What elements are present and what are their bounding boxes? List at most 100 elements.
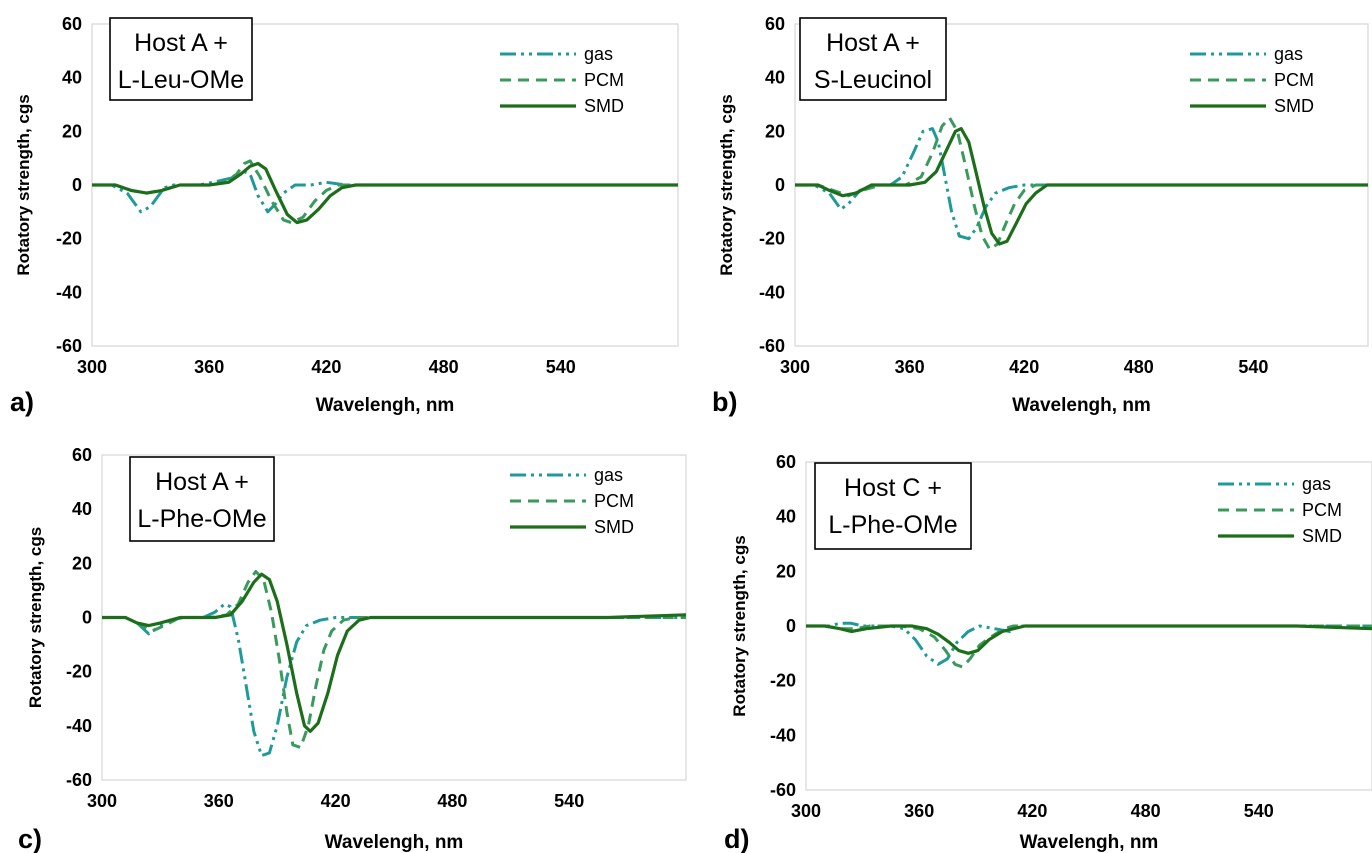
x-tick-label: 540 — [1244, 801, 1274, 821]
x-tick-label: 480 — [437, 791, 467, 811]
series-line-gas — [806, 621, 1372, 666]
y-tick-label: -20 — [759, 229, 785, 249]
x-tick-label: 540 — [554, 791, 584, 811]
series-line-smd — [795, 127, 1368, 246]
y-axis-label: Rotatory strength, cgs — [717, 94, 736, 275]
y-tick-label: 40 — [765, 68, 785, 88]
y-tick-label: 40 — [62, 68, 82, 88]
chart-panel-a: -60 -40 -20 0 20 40 60 300 360 420 480 540 Wavelengh… — [10, 14, 679, 417]
y-tick-label: 60 — [765, 14, 785, 34]
x-axis-label: Wavelengh, nm — [1020, 832, 1159, 853]
y-tick-label: 20 — [62, 121, 82, 141]
y-tick-label: 20 — [765, 121, 785, 141]
y-tick-label: 0 — [72, 175, 82, 195]
x-tick-label: 360 — [904, 801, 934, 821]
y-tick-label: -20 — [66, 662, 92, 682]
y-tick-label: -20 — [770, 671, 796, 691]
x-tick-label: 480 — [429, 357, 459, 377]
y-tick-label: 20 — [72, 553, 92, 573]
x-tick-label: 540 — [1238, 357, 1268, 377]
legend-label-gas: gas — [594, 465, 623, 485]
legend-label-pcm: PCM — [1302, 500, 1342, 520]
y-tick-label: 60 — [72, 445, 92, 465]
x-tick-label: 420 — [311, 357, 341, 377]
x-axis-label: Wavelengh, nm — [325, 832, 464, 853]
chart-panel-b: -60 -40 -20 0 20 40 60 300 360 420 480 540 Wavelengh… — [712, 14, 1369, 417]
title-line: L-Phe-OMe — [828, 511, 957, 539]
y-tick-label: 60 — [776, 452, 796, 472]
series-line-gas — [102, 602, 686, 758]
y-tick-label: -40 — [56, 282, 82, 302]
y-axis-label: Rotatory strength, cgs — [730, 535, 749, 716]
y-tick-label: 40 — [72, 499, 92, 519]
y-tick-label: -40 — [66, 716, 92, 736]
series-line-smd — [102, 572, 686, 733]
y-tick-label: -20 — [56, 229, 82, 249]
series-line-smd — [92, 161, 678, 225]
legend-label-pcm: PCM — [594, 491, 634, 511]
legend-label-pcm: PCM — [1274, 70, 1314, 90]
title-line: L-Leu-OMe — [118, 66, 244, 94]
x-tick-label: 420 — [1017, 801, 1047, 821]
series-line-pcm — [92, 159, 678, 225]
x-tick-label: 300 — [77, 357, 107, 377]
y-tick-label: 0 — [786, 616, 796, 636]
title-box — [799, 17, 947, 101]
x-tick-label: 360 — [204, 791, 234, 811]
x-tick-label: 540 — [546, 357, 576, 377]
x-axis-label: Wavelengh, nm — [1012, 395, 1151, 416]
y-tick-label: -40 — [759, 282, 785, 302]
title-box — [814, 462, 972, 550]
panel-label: b) — [712, 387, 737, 417]
x-tick-label: 360 — [895, 357, 925, 377]
x-tick-label: 420 — [1009, 357, 1039, 377]
y-axis-label: Rotatory strength, cgs — [14, 94, 33, 275]
series-line-pcm — [102, 570, 686, 749]
series-line-gas — [795, 127, 1368, 241]
y-axis-label: Rotatory strength, cgs — [26, 527, 45, 708]
x-tick-label: 300 — [87, 791, 117, 811]
panel-label: d) — [724, 824, 749, 853]
legend-label-gas: gas — [1274, 44, 1303, 64]
chart-panel-c: -60 -40 -20 0 20 40 60 300 360 420 480 540 Wavelengh… — [18, 445, 687, 853]
y-tick-label: -60 — [770, 780, 796, 800]
y-tick-label: -60 — [66, 770, 92, 790]
panel-label: a) — [10, 387, 34, 417]
y-tick-label: 40 — [776, 507, 796, 527]
series-line-pcm — [806, 624, 1372, 669]
x-tick-label: 480 — [1124, 357, 1154, 377]
title-line: Host C + — [844, 474, 942, 502]
y-tick-label: -40 — [770, 725, 796, 745]
y-tick-label: -60 — [759, 336, 785, 356]
legend-label-gas: gas — [584, 44, 613, 64]
panel-label: c) — [18, 824, 42, 853]
title-box — [109, 17, 253, 101]
x-tick-label: 480 — [1131, 801, 1161, 821]
y-tick-label: 0 — [775, 175, 785, 195]
title-line: L-Phe-OMe — [137, 505, 266, 533]
y-tick-label: -60 — [56, 336, 82, 356]
title-line: Host A + — [134, 29, 228, 57]
legend-label-pcm: PCM — [584, 70, 624, 90]
y-tick-label: 0 — [82, 608, 92, 628]
legend-label-smd: SMD — [594, 517, 634, 537]
x-tick-label: 300 — [791, 801, 821, 821]
legend-label-smd: SMD — [1302, 526, 1342, 546]
title-line: S-Leucinol — [814, 66, 932, 94]
title-line: Host A + — [155, 468, 249, 496]
legend-label-smd: SMD — [1274, 96, 1314, 116]
series-line-smd — [806, 624, 1372, 655]
x-tick-label: 360 — [194, 357, 224, 377]
series-line-gas — [92, 170, 678, 214]
legend-label-gas: gas — [1302, 474, 1331, 494]
legend-label-smd: SMD — [584, 96, 624, 116]
title-line: Host A + — [826, 29, 920, 57]
title-box — [129, 456, 275, 542]
y-tick-label: 60 — [62, 14, 82, 34]
chart-panel-d: -60 -40 -20 0 20 40 60 300 360 420 480 540 Wavelengh… — [724, 452, 1372, 853]
x-axis-label: Wavelengh, nm — [316, 395, 455, 416]
x-tick-label: 300 — [780, 357, 810, 377]
y-tick-label: 20 — [776, 561, 796, 581]
x-tick-label: 420 — [321, 791, 351, 811]
